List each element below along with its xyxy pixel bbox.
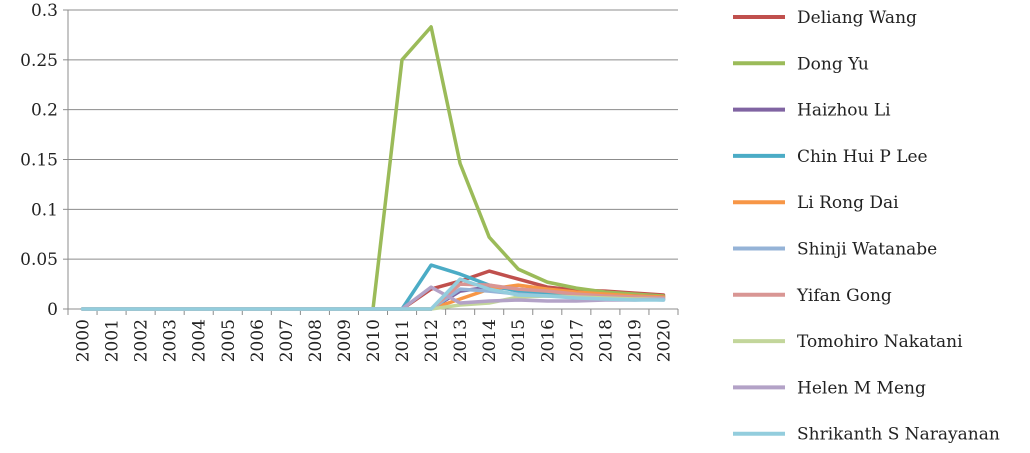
x-tick-label: 2004 [190, 319, 210, 362]
x-tick-label: 2010 [364, 319, 384, 362]
gridlines [68, 9, 678, 260]
x-tick-label: 2016 [538, 319, 558, 362]
x-tick-label: 2008 [306, 319, 326, 362]
x-tick-label: 2001 [103, 319, 123, 362]
series-lines [80, 25, 666, 311]
legend: Deliang Wang Dong Yu Haizhou Li Chin Hui P … [733, 8, 1000, 445]
x-tick-label: 2017 [567, 319, 587, 362]
series-line [80, 277, 666, 311]
legend-label: Deliang Wang [797, 8, 917, 28]
x-tick-label: 2018 [596, 319, 616, 362]
x-tick-label: 2009 [335, 319, 355, 362]
x-tick-label: 2020 [654, 319, 674, 362]
x-tick-label: 2012 [422, 319, 442, 362]
x-tick-label: 2014 [480, 319, 500, 362]
legend-label: Dong Yu [797, 54, 869, 74]
series-line [80, 25, 666, 311]
x-tick-label: 2003 [161, 319, 181, 362]
legend-label: Yifan Gong [796, 286, 892, 306]
x-tick-label: 2019 [625, 319, 645, 362]
y-tick-label: 0.15 [20, 151, 58, 171]
legend-label: Li Rong Dai [797, 193, 899, 213]
y-tick-label: 0.05 [20, 250, 58, 270]
y-tick-label: 0 [47, 300, 58, 320]
x-tick-label: 2002 [132, 319, 152, 362]
y-tick-label: 0.1 [31, 200, 58, 220]
legend-label: Chin Hui P Lee [797, 147, 928, 167]
x-tick-label: 2007 [277, 319, 297, 362]
legend-label: Haizhou Li [797, 101, 891, 121]
legend-label: Shinji Watanabe [797, 240, 937, 260]
x-tick-label: 2011 [393, 319, 413, 362]
x-tick-label: 2000 [74, 319, 94, 362]
y-tick-label: 0.25 [20, 51, 58, 71]
x-tick-label: 2005 [219, 319, 239, 362]
y-tick-label: 0.3 [31, 1, 58, 21]
x-tick-label: 2013 [451, 319, 471, 362]
y-tick-label: 0.2 [31, 101, 58, 121]
x-tick-label: 2015 [509, 319, 529, 362]
legend-label: Shrikanth S Narayanan [797, 425, 1000, 445]
legend-label: Tomohiro Nakatani [797, 332, 963, 352]
x-tick-label: 2006 [248, 319, 268, 362]
legend-label: Helen M Meng [797, 378, 926, 398]
